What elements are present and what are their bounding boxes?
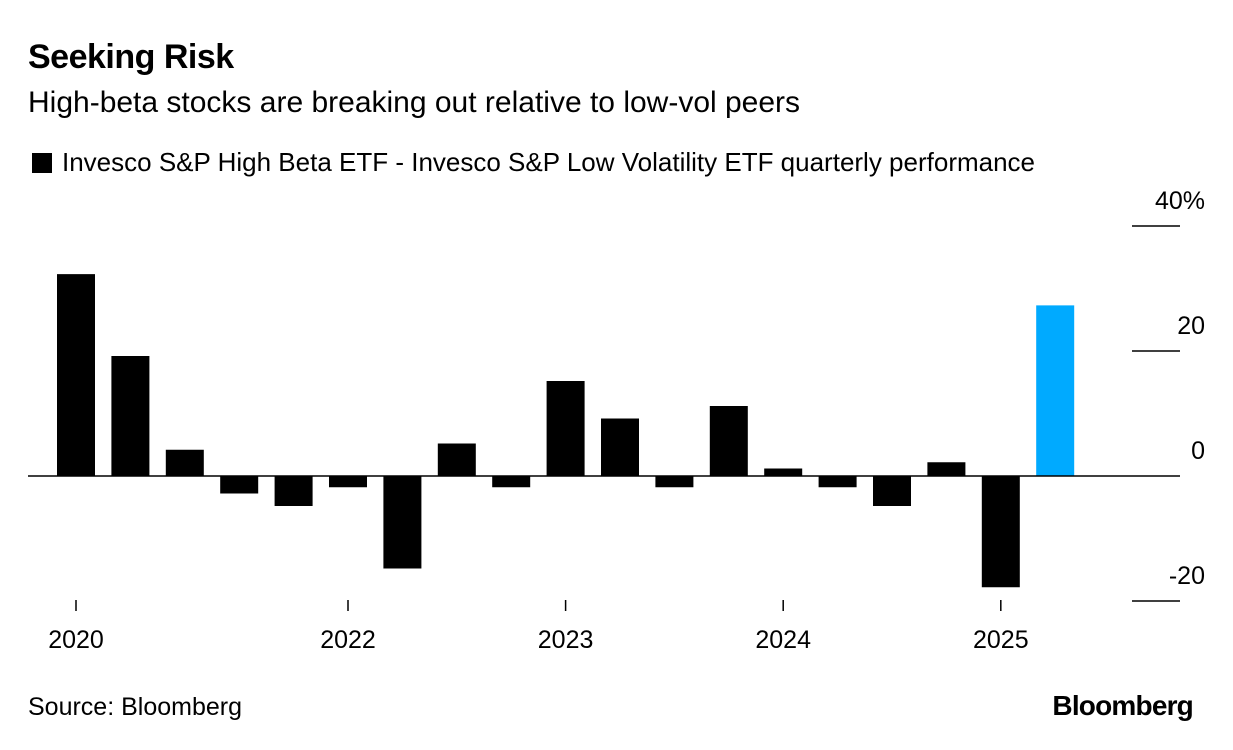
bar [546,381,585,476]
legend-swatch [32,152,52,173]
bar [329,476,367,488]
bar [437,443,476,476]
y-tick-label: -20 [1169,562,1205,590]
x-tick-label: 2024 [755,626,811,654]
bar [57,274,95,476]
bar [709,406,748,476]
bar [981,476,1020,588]
y-tick-label: 20 [1177,312,1205,340]
x-tick-label: 2023 [538,626,594,654]
bar [111,356,150,476]
bloomberg-logo: Bloomberg [1052,690,1193,721]
bar [764,468,803,476]
legend: Invesco S&P High Beta ETF - Invesco S&P … [32,147,1035,178]
bar [220,476,259,494]
legend-label: Invesco S&P High Beta ETF - Invesco S&P … [62,147,1036,177]
x-tick-label: 2025 [973,626,1029,654]
x-tick-label: 2020 [48,626,104,654]
bar [601,418,639,476]
bar [165,449,204,476]
chart-title: Seeking Risk [28,38,234,76]
bar [873,476,911,506]
source-note: Source: Bloomberg [28,693,243,721]
bar [492,476,531,488]
bar [655,476,694,488]
y-tick-label: 40% [1155,187,1205,215]
bar [927,462,966,476]
bar [274,476,313,506]
bar [818,476,857,488]
bar [383,476,422,569]
bar [1036,305,1075,476]
chart-subtitle: High-beta stocks are breaking out relati… [28,86,801,119]
y-tick-label: 0 [1191,437,1205,465]
x-tick-label: 2022 [320,626,376,654]
